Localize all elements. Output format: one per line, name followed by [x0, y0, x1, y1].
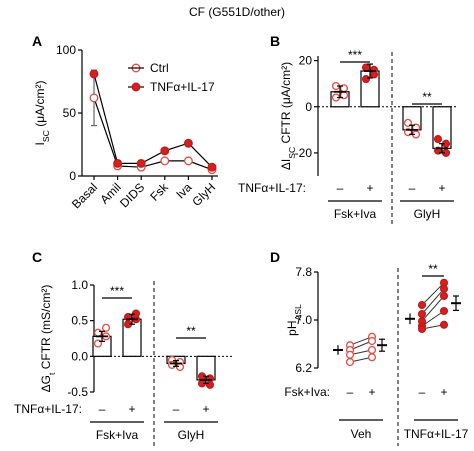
- legend-tnf-marker: [131, 82, 141, 92]
- panel-a-category-label: DIDS: [117, 180, 147, 210]
- panel-b-treatment-mark: +: [438, 181, 445, 195]
- panel-a-tnf-point: [113, 158, 123, 168]
- panel-b-significance-label: **: [422, 90, 432, 104]
- panel-c-point: [167, 360, 177, 369]
- panel-c-y-tick-label: 0.5: [71, 314, 88, 328]
- panel-a-series-line: [93, 97, 213, 171]
- panel-b-point: [403, 118, 413, 127]
- panel-c-group-label: GlyH: [178, 428, 205, 442]
- panel-d-before-point: [417, 324, 427, 334]
- panel-b-y-tick-label: 20: [299, 54, 313, 68]
- panel-b-point: [361, 63, 371, 72]
- panel-c-treatment-mark: –: [173, 402, 180, 416]
- legend-ctrl-label: Ctrl: [150, 61, 169, 75]
- panel-a-tnf-point: [160, 146, 170, 156]
- panel-d-pair-line: [421, 282, 445, 306]
- panel-d-before-point: [345, 350, 355, 359]
- panel-d-pair-line: [421, 295, 445, 322]
- panel-d-treatment-mark: –: [347, 385, 354, 399]
- panel-c-treatment-mark: +: [202, 402, 209, 416]
- panel-c-y-axis-title: ΔGt CFTR (mS/cm²): [39, 285, 57, 393]
- panel-b-point: [361, 75, 371, 84]
- panel-d-after-point: [367, 345, 377, 355]
- panel-c-treatment-label: TNFα+IL-17:: [14, 402, 82, 416]
- panel-a-series-line: [93, 73, 213, 168]
- panel-b-group-label: GlyH: [414, 207, 441, 221]
- panel-d-pair-line: [421, 310, 445, 327]
- panel-d-treatment-mark: –: [419, 385, 426, 399]
- panel-d-after-point: [439, 291, 449, 301]
- panel-d-after-point: [367, 336, 377, 346]
- panel-b-y-tick-label: -20: [295, 146, 313, 160]
- panel-d-before-point: [417, 309, 427, 319]
- panel-b-point: [433, 135, 443, 144]
- panel-b-group-label: Fsk+Iva: [334, 207, 377, 221]
- panel-d-pair-line: [421, 288, 445, 315]
- panel-a-ctrl-point: [183, 156, 193, 166]
- panel-a-category-label: Fsk: [147, 180, 171, 204]
- panel-c-significance-label: ***: [110, 284, 124, 298]
- panel-b-y-axis-title: ΔISC CFTR (μA/cm²): [279, 62, 297, 170]
- panel-c-significance-label: **: [186, 324, 196, 338]
- panel-a-category-label: GlyH: [189, 180, 218, 209]
- panel-c-y-tick-label: 1.0: [71, 278, 88, 292]
- panel-d-before-point: [417, 300, 427, 310]
- panel-a-letter: A: [32, 33, 42, 49]
- panel-b-significance-label: ***: [348, 48, 362, 62]
- panel-b-treatment-mark: +: [366, 181, 373, 195]
- panel-c-point: [93, 328, 103, 337]
- panel-c-point: [131, 309, 141, 318]
- panel-d-after-point: [439, 284, 449, 293]
- panel-b-letter: B: [270, 33, 280, 49]
- panel-b-treatment-mark: –: [409, 181, 416, 195]
- panel-c-group-label: Fsk+Iva: [96, 428, 139, 442]
- panel-c-point: [175, 362, 185, 372]
- panel-a-tnf-point: [183, 138, 193, 148]
- panel-a-tnf-point: [136, 158, 146, 168]
- panel-d-group-label: Veh: [351, 427, 372, 441]
- panel-b-y-tick-label: 0: [305, 100, 312, 114]
- panel-d-treatment-mark: +: [440, 385, 447, 399]
- panel-a-category-label: Basal: [69, 180, 100, 211]
- legend-tnf-label: TNFα+IL-17: [150, 80, 215, 94]
- panel-a-y-tick-label: 50: [63, 106, 77, 120]
- panel-c-y-tick-label: -0.5: [67, 385, 88, 399]
- panel-c-treatment-mark: +: [128, 402, 135, 416]
- panel-a-tnf-point: [207, 162, 217, 172]
- panel-a-y-tick-label: 0: [69, 169, 76, 183]
- panel-d-group-label: TNFα+IL-17: [404, 427, 469, 441]
- panel-d-before-point: [345, 357, 355, 367]
- panel-d-letter: D: [270, 249, 280, 265]
- panel-d-y-tick-label: 6.2: [295, 361, 312, 375]
- panel-d-after-point: [439, 320, 449, 329]
- panel-a-tnf-point: [89, 69, 99, 79]
- panel-d-treatment-mark: +: [368, 385, 375, 399]
- panel-c-point: [205, 380, 215, 389]
- panel-a-ctrl-point: [160, 156, 170, 166]
- panel-c-chart: -0.5 0.0 0.5 1.0 ΔGt CFTR (mS/cm²) – + – + TNFα+I…: [14, 278, 234, 447]
- panel-d-treatment-label: Fsk+Iva:: [284, 385, 330, 399]
- panel-c-treatment-mark: –: [99, 402, 106, 416]
- panel-d-significance-label: **: [428, 262, 438, 276]
- panel-b-treatment-mark: –: [337, 181, 344, 195]
- panel-d-after-point: [367, 353, 377, 362]
- panel-d-y-axis-title: pHASL: [285, 304, 303, 336]
- figure-title: CF (G551D/other): [189, 5, 285, 19]
- panel-a-ctrl-point: [89, 93, 99, 103]
- panel-c-letter: C: [32, 249, 42, 265]
- panel-d-after-point: [439, 306, 449, 316]
- panel-c-y-tick-label: 0.0: [71, 349, 88, 363]
- panel-d-y-tick-label: 7.0: [295, 313, 312, 327]
- panel-b-point: [369, 70, 379, 79]
- panel-a-y-tick-label: 100: [56, 43, 76, 57]
- panel-b-treatment-label: TNFα+IL-17:: [238, 181, 306, 195]
- panel-d-y-tick-label: 7.8: [295, 265, 312, 279]
- panel-c-point: [101, 323, 111, 332]
- panel-a-y-axis-title: ISC (μA/cm²): [33, 81, 51, 146]
